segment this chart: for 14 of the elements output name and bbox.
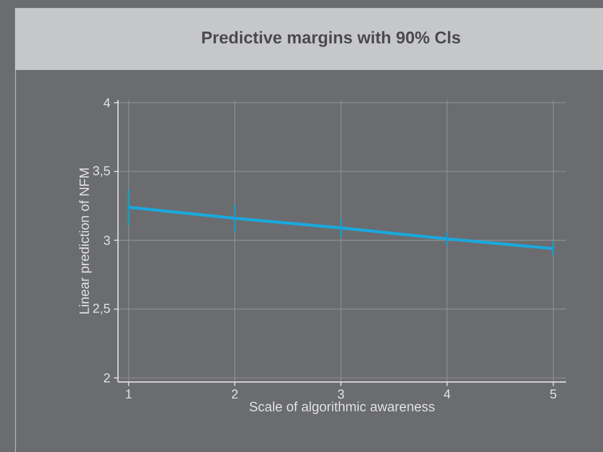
x-tick-label: 3 xyxy=(338,389,344,398)
x-tick-label: 1 xyxy=(126,389,132,398)
x-axis-title: Scale of algorithmic awareness xyxy=(250,401,435,414)
y-tick-label: 4 xyxy=(104,98,110,107)
y-tick-label: 2,5 xyxy=(93,303,110,314)
line-series xyxy=(127,206,555,250)
x-tick-label: 2 xyxy=(232,389,238,398)
y-tick-label: 3,5 xyxy=(92,166,110,177)
y-tick-label: 3 xyxy=(104,235,110,245)
y-axis-title: Linear prediction of NFM xyxy=(79,168,92,314)
y-tick-label: 2 xyxy=(104,373,110,382)
chart-title: Predictive margins with 90% Cls xyxy=(202,30,460,47)
x-tick-label: 4 xyxy=(444,389,450,398)
x-tick-label: 5 xyxy=(550,389,556,398)
